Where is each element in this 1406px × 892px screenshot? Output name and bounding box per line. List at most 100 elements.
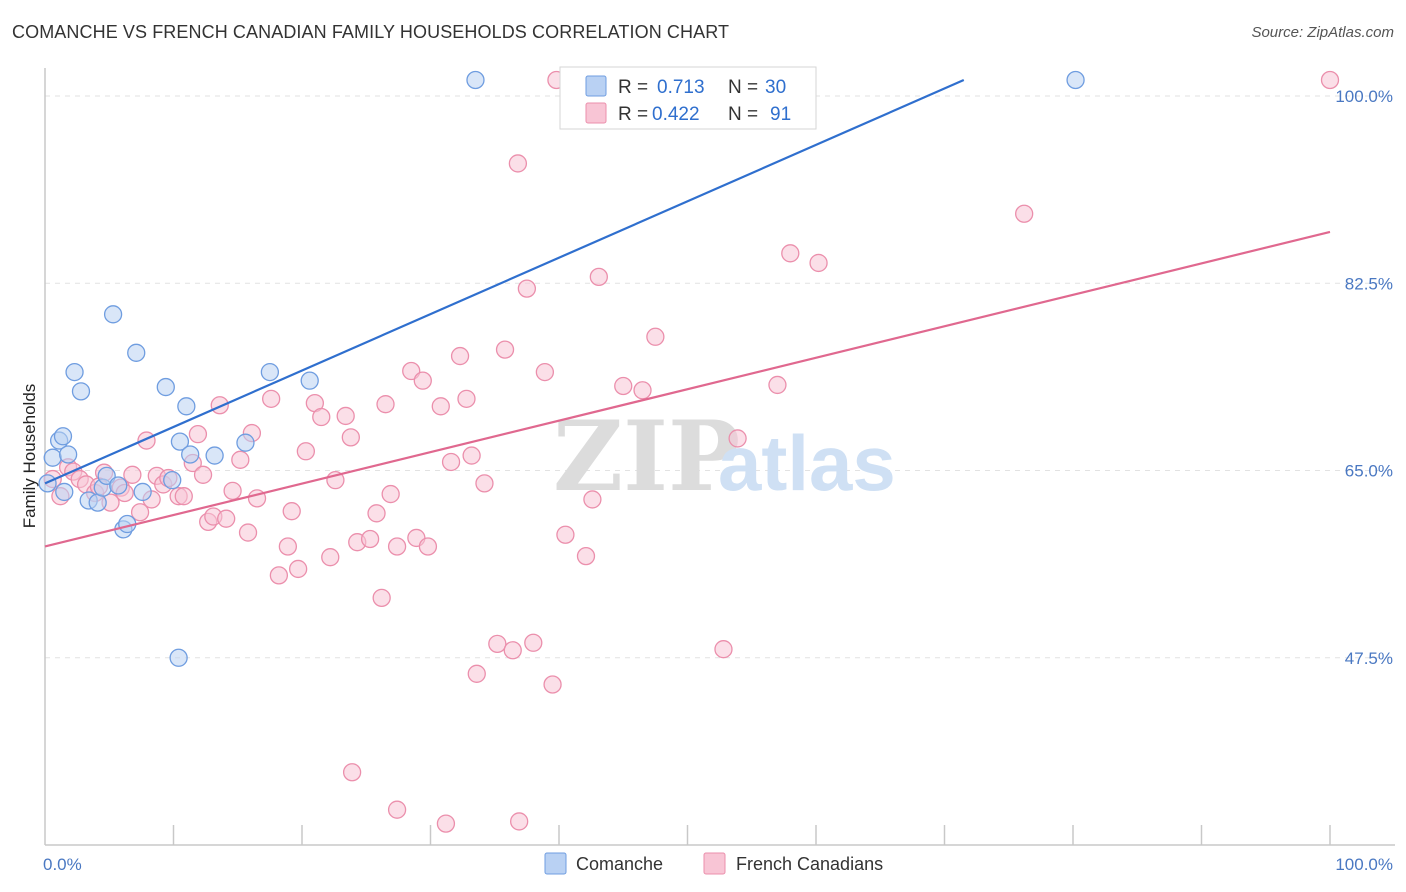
french-canadians-point-54 [418, 537, 438, 556]
french-canadians-point-33 [269, 566, 289, 585]
comanche-point-28 [1066, 70, 1085, 90]
french-n-value: 91 [770, 104, 791, 125]
french-canadians-point-45 [360, 529, 380, 549]
comanche-point-26 [300, 371, 319, 390]
french-canadians-point-56 [441, 452, 461, 472]
french-canadians-point-29 [238, 523, 258, 542]
french-canadians-point-72 [583, 490, 602, 509]
french-canadians-point-39 [312, 407, 331, 427]
y-tick-label-0: 100.0% [1335, 87, 1393, 106]
french-canadians-point-43 [341, 428, 360, 447]
french-swatch-icon [585, 102, 607, 124]
comanche-legend-label: Comanche [576, 854, 663, 874]
french-canadians-point-75 [633, 381, 652, 400]
french-canadians-point-88 [387, 800, 407, 819]
comanche-point-17 [156, 377, 175, 397]
french-canadians-point-40 [321, 548, 340, 567]
comanche-point-18 [163, 471, 182, 490]
stats-legend: R = 0.713 N = 30 R = 0.422 N = 91 [559, 66, 817, 130]
comanche-point-29 [55, 482, 74, 502]
watermark-atlas: atlas [718, 419, 896, 507]
comanche-swatch-icon [585, 75, 607, 97]
french-canadians-point-67 [524, 633, 543, 652]
french-canadians-point-34 [278, 537, 298, 556]
french-canadians-point-87 [510, 812, 529, 831]
comanche-point-22 [181, 445, 200, 464]
french-canadians-point-60 [467, 664, 486, 683]
french-canadians-point-21 [188, 424, 208, 444]
french-canadians-point-63 [495, 340, 515, 359]
source-credit: Source: ZipAtlas.com [1251, 24, 1394, 41]
y-tick-label-1: 82.5% [1345, 274, 1393, 293]
chart-title: COMANCHE VS FRENCH CANADIAN FAMILY HOUSE… [12, 22, 730, 42]
french-canadians-point-71 [576, 546, 596, 566]
french-canadians-point-25 [210, 396, 229, 415]
comanche-point-5 [65, 362, 84, 382]
french-canadians-point-66 [517, 279, 537, 298]
comanche-point-25 [260, 362, 280, 382]
comanche-trend-line [44, 78, 965, 485]
french-canadians-point-73 [589, 267, 608, 287]
french-canadians-point-84 [1320, 70, 1340, 90]
french-canadians-point-69 [543, 675, 562, 694]
french-canadians-point-82 [809, 253, 828, 273]
french-canadians-point-53 [413, 371, 432, 390]
french-canadians-point-74 [614, 376, 633, 396]
french-canadians-point-59 [462, 446, 481, 465]
comanche-point-27 [466, 70, 485, 90]
comanche-point-19 [169, 648, 188, 667]
y-tick-label-2: 65.0% [1345, 462, 1393, 481]
french-canadians-point-64 [503, 641, 522, 660]
y-tick-label-3: 47.5% [1345, 649, 1393, 668]
french-legend-icon [703, 852, 726, 875]
french-canadians-point-83 [1015, 204, 1034, 223]
comanche-n-value: 30 [765, 77, 786, 98]
french-canadians-point-70 [556, 525, 575, 544]
french-canadians-point-11 [123, 465, 142, 484]
french-canadians-point-65 [508, 154, 528, 173]
french-canadians-point-28 [231, 450, 250, 469]
comanche-point-21 [177, 397, 196, 416]
french-canadians-point-62 [488, 634, 507, 654]
comanche-r-label: R = [618, 77, 648, 98]
french-canadians-point-49 [381, 484, 400, 504]
comanche-point-23 [205, 446, 224, 465]
comanche-point-6 [71, 382, 91, 401]
comanche-point-11 [103, 305, 123, 324]
gridlines [45, 95, 1395, 659]
french-canadians-point-58 [457, 389, 476, 408]
watermark-zip: ZIP [553, 400, 740, 513]
french-canadians-point-19 [174, 487, 193, 506]
bottom-legend: Comanche French Canadians [544, 852, 883, 875]
french-canadians-point-57 [450, 346, 470, 366]
y-tick-labels: 100.0% 82.5% 65.0% 47.5% [1335, 87, 1393, 668]
french-canadians-point-47 [372, 588, 391, 607]
french-canadians-point-61 [475, 474, 494, 493]
french-canadians-point-80 [781, 244, 800, 263]
french-canadians-point-35 [282, 502, 301, 521]
comanche-r-value: 0.713 [657, 77, 705, 98]
comanche-legend-icon [544, 852, 567, 875]
french-canadians-point-86 [436, 814, 456, 833]
french-canadians-point-78 [728, 429, 747, 448]
comanche-point-15 [127, 343, 146, 362]
french-canadians-point-79 [768, 375, 787, 395]
french-canadians-point-68 [535, 362, 555, 382]
comanche-point-24 [236, 433, 255, 452]
french-canadians-point-32 [262, 389, 281, 408]
french-canadians-point-48 [376, 395, 395, 414]
french-canadians-point-50 [387, 537, 407, 556]
french-r-label: R = [618, 104, 648, 125]
x-tick-label-0: 0.0% [43, 855, 82, 874]
y-axis-label: Family Households [20, 384, 39, 529]
french-canadians-point-89 [342, 763, 362, 782]
french-n-label: N = [728, 104, 758, 125]
comanche-points [38, 70, 1085, 667]
comanche-point-16 [133, 482, 152, 502]
watermark: ZIP atlas [553, 400, 896, 513]
french-canadians-point-36 [288, 559, 308, 579]
comanche-point-20 [170, 432, 190, 451]
comanche-point-3 [53, 427, 73, 446]
french-canadians-point-37 [296, 442, 316, 461]
french-canadians-trend-line [44, 230, 1331, 548]
